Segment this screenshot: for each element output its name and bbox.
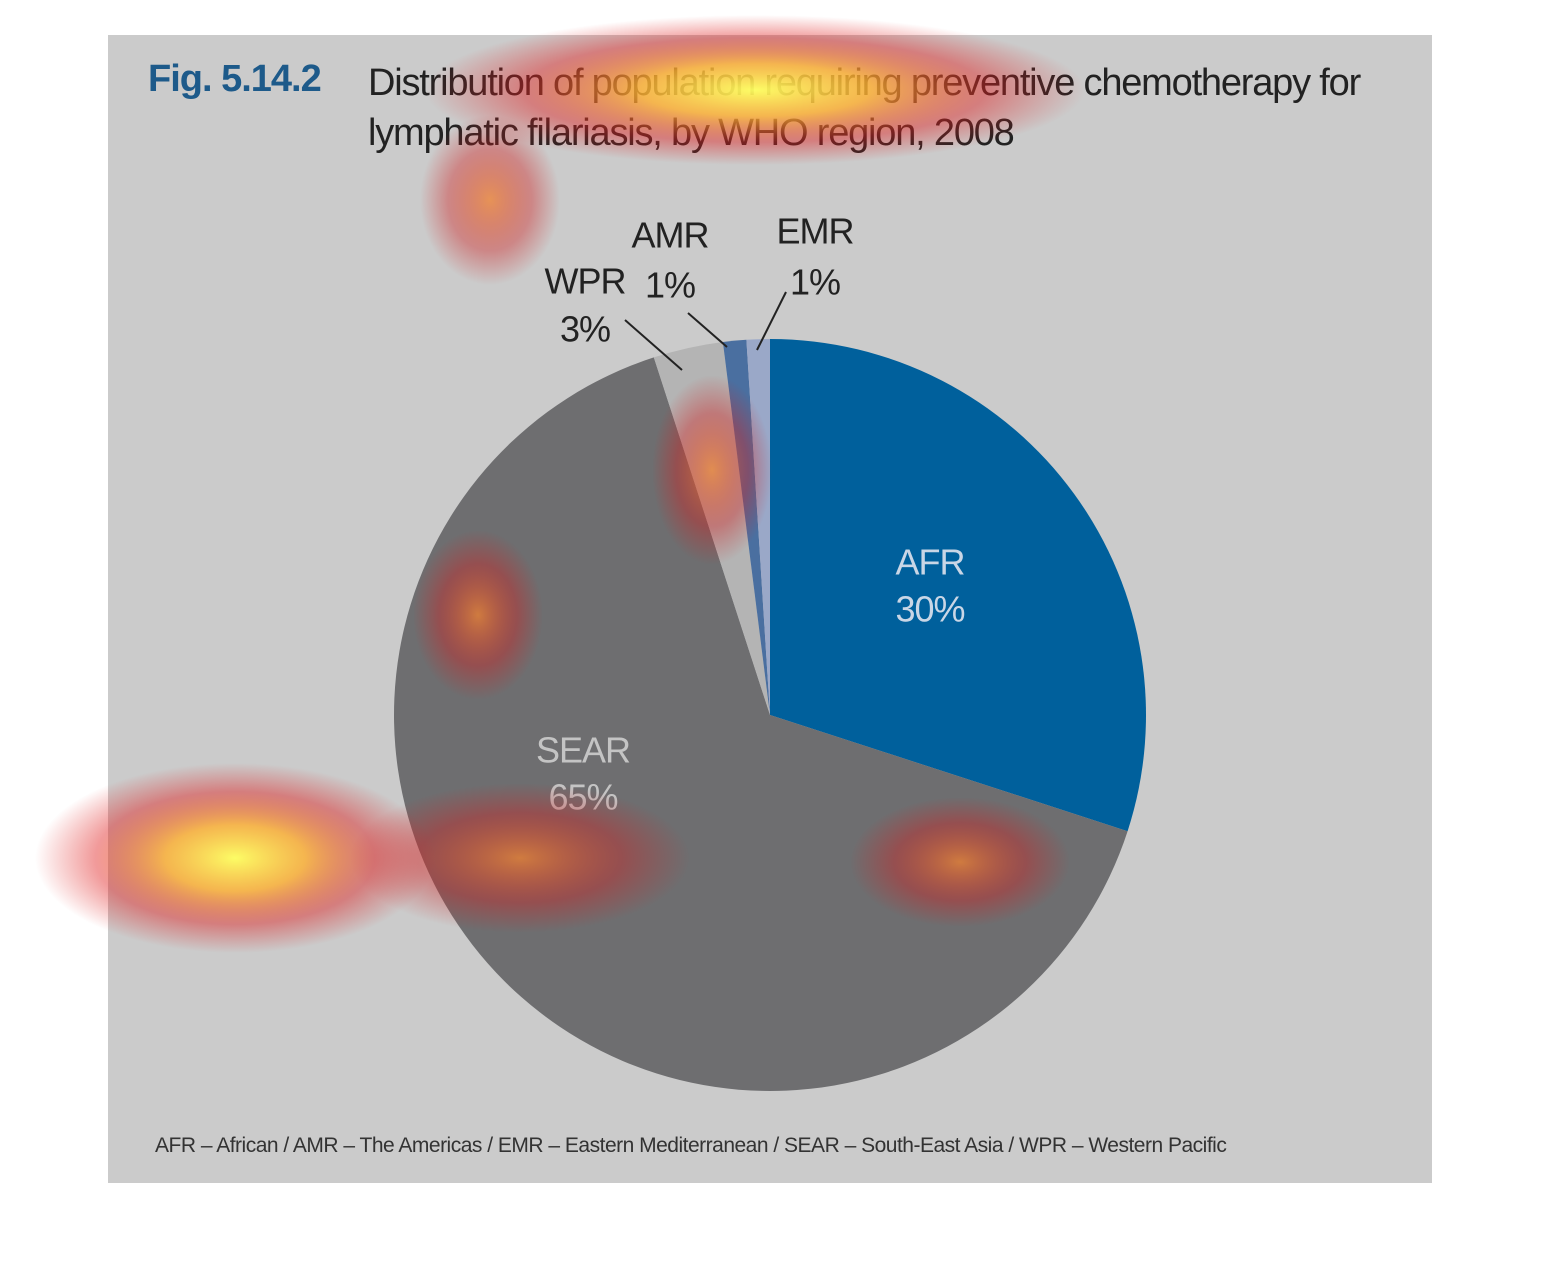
slice-value-label: 65% — [548, 777, 617, 818]
leader-line — [624, 319, 683, 371]
leader-line — [687, 312, 728, 348]
slice-label: AMR — [632, 215, 709, 256]
slice-label: AFR — [896, 542, 965, 583]
slice-label: EMR — [777, 211, 854, 252]
footnote: AFR – African / AMR – The Americas / EMR… — [155, 1134, 1227, 1157]
slice-value-label: 1% — [790, 262, 840, 303]
leader-line — [756, 291, 787, 351]
heat-spot — [420, 115, 560, 285]
slice-label: SEAR — [536, 730, 630, 771]
heat-spot — [35, 763, 435, 953]
figure-number: Fig. 5.14.2 — [148, 58, 322, 100]
slice-value-label: 1% — [645, 265, 695, 306]
pie: AFR 30% SEAR 65% WPR 3% AMR 1% EMR 1% — [393, 211, 1146, 1092]
pie-slice — [770, 339, 1146, 832]
slice-value-label: 3% — [560, 309, 610, 350]
heat-spot — [425, 15, 1085, 165]
slice-label: WPR — [545, 261, 626, 302]
slice-value-label: 30% — [895, 589, 964, 630]
